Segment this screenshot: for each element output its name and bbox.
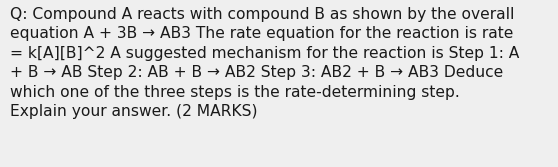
Text: Q: Compound A reacts with compound B as shown by the overall
equation A + 3B → A: Q: Compound A reacts with compound B as … (10, 7, 519, 119)
